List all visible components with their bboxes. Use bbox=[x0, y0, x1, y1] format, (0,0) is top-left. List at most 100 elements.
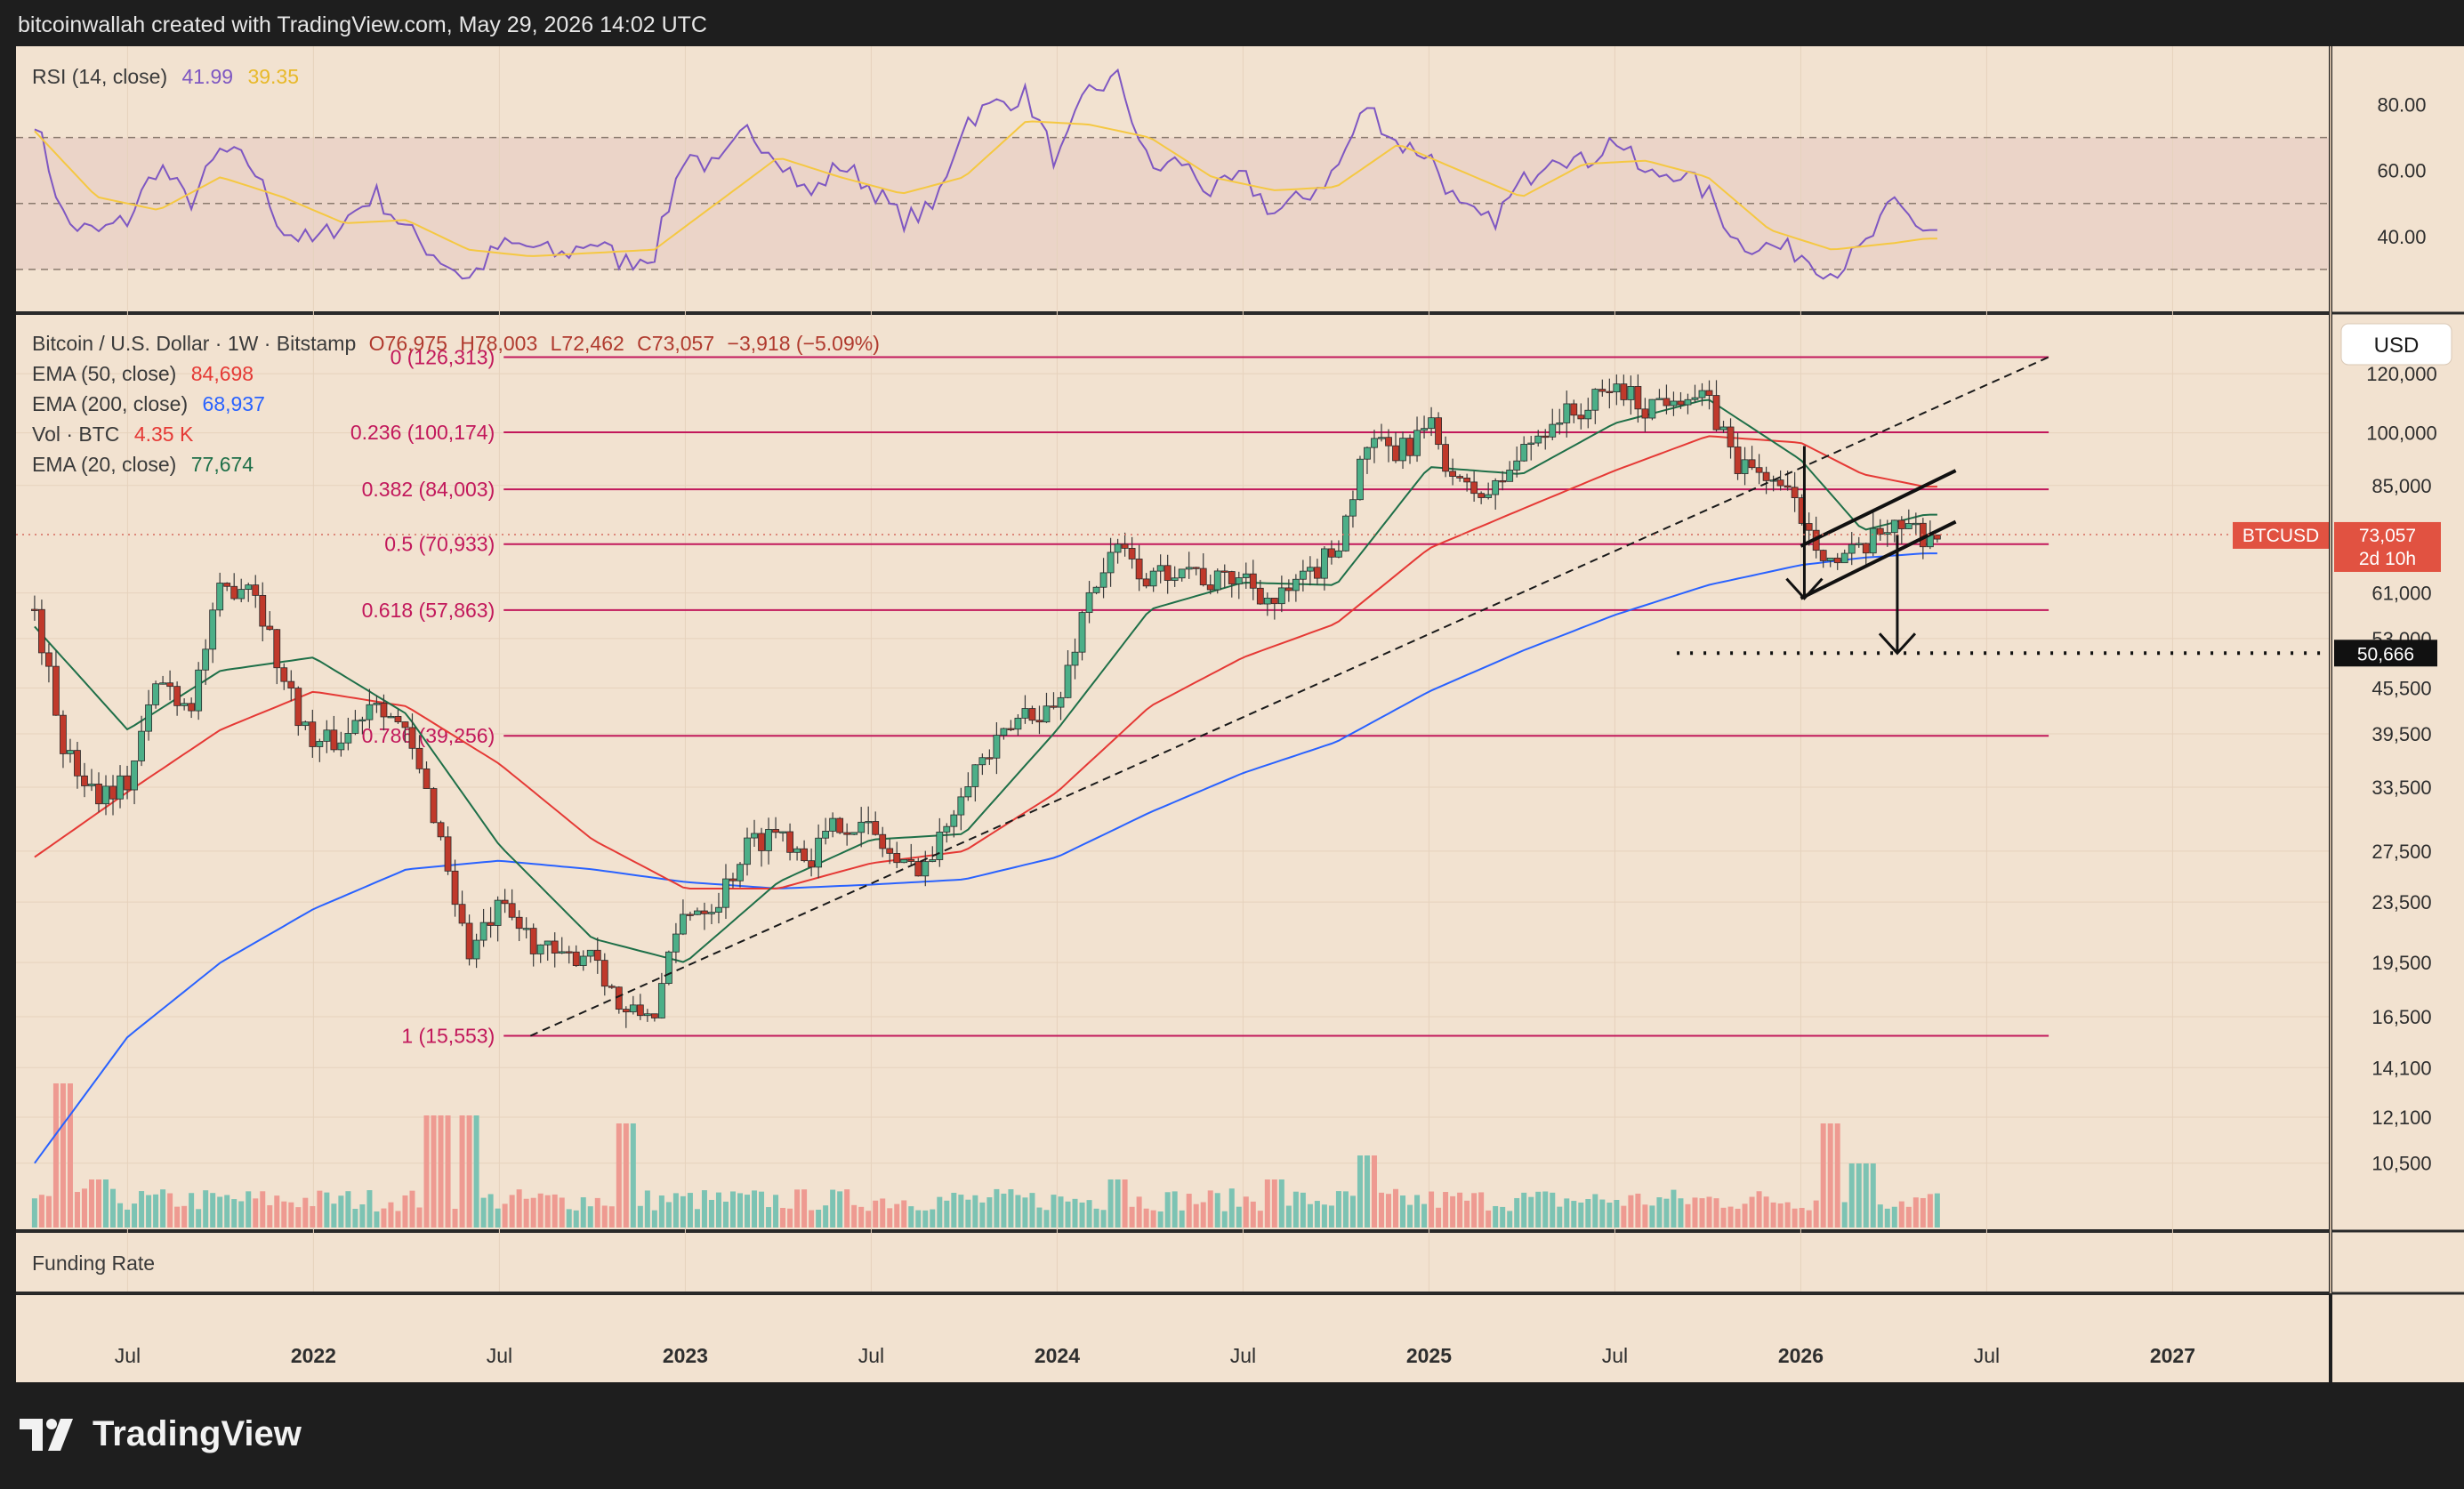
rsi-band-fill bbox=[16, 137, 2329, 270]
volume-bar bbox=[31, 1198, 37, 1227]
ema200-line bbox=[34, 552, 1937, 1164]
volume-bar bbox=[580, 1197, 586, 1227]
candle-body bbox=[1178, 568, 1186, 579]
candle-body bbox=[173, 686, 181, 706]
candle-body bbox=[657, 983, 665, 1018]
volume-bar bbox=[1378, 1192, 1384, 1227]
volume-bar bbox=[1486, 1210, 1492, 1227]
candle-body bbox=[922, 861, 930, 877]
volume-bar bbox=[658, 1195, 664, 1227]
volume-bar bbox=[1051, 1195, 1057, 1227]
candle-body bbox=[1342, 515, 1349, 551]
volume-bar bbox=[345, 1191, 351, 1227]
ema-layer bbox=[34, 398, 1937, 1164]
candle-body bbox=[1613, 383, 1621, 393]
candle-layer bbox=[31, 374, 1941, 1028]
volume-bar bbox=[1464, 1200, 1470, 1227]
volume-bar bbox=[338, 1195, 344, 1227]
volume-bar bbox=[1421, 1203, 1428, 1227]
volume-bar bbox=[509, 1195, 515, 1227]
volume-bar bbox=[1834, 1123, 1840, 1227]
volume-bar bbox=[139, 1191, 145, 1227]
candle-body bbox=[145, 704, 152, 732]
volume-bar bbox=[103, 1179, 109, 1227]
volume-bar bbox=[487, 1194, 494, 1227]
volume-bar bbox=[986, 1197, 993, 1227]
candle-body bbox=[1734, 447, 1742, 474]
candle-body bbox=[765, 829, 772, 851]
candle-body bbox=[1840, 552, 1848, 564]
candle-body bbox=[181, 703, 189, 706]
volume-bar bbox=[1500, 1206, 1506, 1227]
candle-body bbox=[152, 683, 159, 705]
volume-bar bbox=[809, 1210, 815, 1227]
candle-body bbox=[1755, 467, 1763, 473]
candle-body bbox=[344, 733, 352, 744]
chart-frame[interactable]: 0 (126,313) 0.236 (100,174) 0.382 (84,003)… bbox=[16, 46, 2464, 1382]
candle-body bbox=[1570, 403, 1578, 416]
candle-body bbox=[1357, 458, 1364, 501]
candle-body bbox=[437, 822, 445, 838]
tradingview-logo-icon bbox=[20, 1418, 73, 1451]
candle-body bbox=[95, 784, 102, 805]
volume-bar bbox=[409, 1190, 415, 1227]
candle-body bbox=[1670, 400, 1678, 406]
chart-svg[interactable]: 0 (126,313) 0.236 (100,174) 0.382 (84,003)… bbox=[16, 46, 2464, 1382]
candle-body bbox=[351, 720, 359, 734]
candle-body bbox=[1591, 389, 1599, 411]
volume-bar bbox=[81, 1188, 87, 1227]
volume-bar bbox=[1507, 1211, 1513, 1227]
candle-body bbox=[45, 652, 52, 667]
candle-body bbox=[1035, 720, 1043, 723]
ohlc-change: −3,918 (−5.09%) bbox=[728, 332, 880, 355]
currency-button[interactable] bbox=[2340, 323, 2452, 366]
time-axis-label: Jul bbox=[858, 1344, 884, 1367]
volume-bar bbox=[160, 1189, 166, 1227]
candle-body bbox=[309, 721, 317, 747]
volume-bar bbox=[1763, 1196, 1769, 1227]
volume-bar bbox=[473, 1115, 479, 1227]
volume-bar bbox=[502, 1203, 508, 1227]
candle-body bbox=[879, 833, 887, 849]
volume-bar bbox=[1335, 1191, 1341, 1227]
volume-bar bbox=[1307, 1203, 1313, 1227]
ema50-label: EMA (50, close) bbox=[32, 362, 176, 385]
candle-body bbox=[252, 584, 260, 596]
candle-body bbox=[1399, 438, 1406, 462]
candle-body bbox=[117, 775, 124, 800]
volume-bar bbox=[930, 1209, 936, 1227]
volume-bar bbox=[1349, 1195, 1356, 1227]
rsi-line bbox=[34, 68, 1937, 280]
drawing-layer bbox=[16, 356, 2329, 1037]
volume-bar bbox=[715, 1192, 721, 1227]
volume-layer bbox=[31, 1083, 1940, 1227]
candle-body bbox=[1043, 705, 1051, 723]
volume-bar bbox=[1285, 1205, 1292, 1227]
volume-bar bbox=[217, 1196, 223, 1227]
candle-body bbox=[38, 608, 45, 654]
volume-bar bbox=[374, 1211, 380, 1227]
axis-layer: Jul 2022 Jul 2023 Jul 2024 Jul 2025 Jul 2026 Jul 20… bbox=[115, 94, 2441, 1367]
volume-bar bbox=[1905, 1206, 1912, 1227]
volume-bar bbox=[52, 1083, 59, 1227]
volume-bar bbox=[1493, 1205, 1499, 1227]
candle-body bbox=[1021, 708, 1029, 719]
tradingview-logo[interactable]: TradingView bbox=[20, 1414, 302, 1454]
candle-body bbox=[515, 916, 523, 930]
candle-body bbox=[294, 688, 302, 727]
candle-body bbox=[1606, 390, 1614, 393]
candle-body bbox=[993, 735, 1001, 759]
volume-bar bbox=[1535, 1191, 1542, 1227]
price-scale-label: 39,500 bbox=[2371, 723, 2431, 745]
volume-bar bbox=[958, 1195, 964, 1227]
volume-bar bbox=[687, 1193, 693, 1227]
volume-bar bbox=[616, 1123, 622, 1227]
countdown-text: 2d 10h bbox=[2359, 549, 2416, 569]
candle-body bbox=[1534, 435, 1542, 444]
candle-body bbox=[1897, 519, 1905, 529]
candle-body bbox=[1598, 389, 1606, 392]
candle-body bbox=[593, 949, 601, 962]
candle-body bbox=[1719, 426, 1727, 431]
volume-bar bbox=[224, 1195, 230, 1227]
volume-bar bbox=[1827, 1123, 1833, 1227]
